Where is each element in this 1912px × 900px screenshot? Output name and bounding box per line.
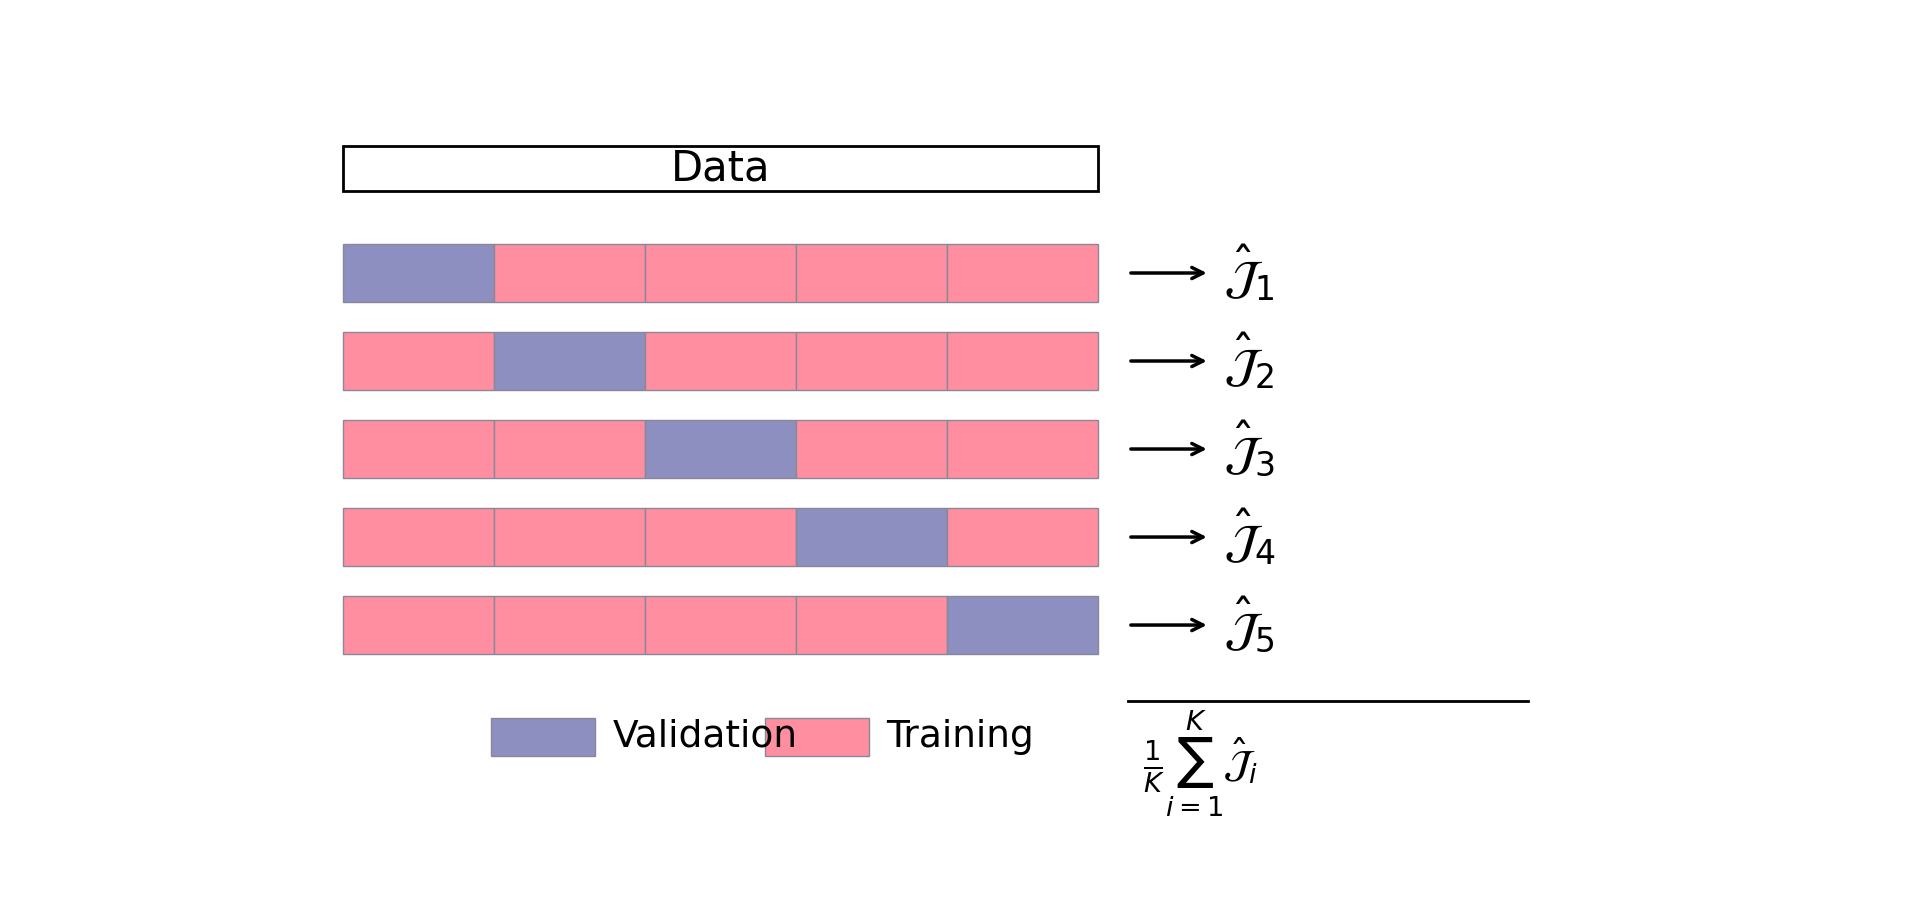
Bar (644, 508, 795, 566)
Bar (795, 419, 946, 479)
Text: Validation: Validation (612, 719, 797, 755)
Bar (946, 596, 1097, 654)
Bar (946, 331, 1097, 391)
Bar (795, 331, 946, 391)
Bar (795, 244, 946, 302)
Bar (342, 508, 493, 566)
Bar (491, 718, 595, 756)
Bar (342, 419, 493, 479)
Bar (493, 244, 644, 302)
Bar (644, 331, 795, 391)
Text: Data: Data (671, 148, 771, 190)
Text: Training: Training (887, 719, 1034, 755)
Bar (493, 331, 644, 391)
Bar (765, 718, 868, 756)
Bar (493, 419, 644, 479)
Text: $\hat{\mathcal{J}}_2$: $\hat{\mathcal{J}}_2$ (1224, 330, 1273, 392)
Bar (644, 244, 795, 302)
Bar (946, 419, 1097, 479)
Bar (946, 244, 1097, 302)
Bar (644, 419, 795, 479)
Bar (795, 508, 946, 566)
Bar (493, 596, 644, 654)
Text: $\hat{\mathcal{J}}_4$: $\hat{\mathcal{J}}_4$ (1224, 507, 1275, 568)
Text: $\hat{\mathcal{J}}_5$: $\hat{\mathcal{J}}_5$ (1224, 595, 1275, 655)
Bar (795, 596, 946, 654)
Bar (946, 508, 1097, 566)
Bar (644, 596, 795, 654)
Bar (493, 508, 644, 566)
Text: $\hat{\mathcal{J}}_1$: $\hat{\mathcal{J}}_1$ (1224, 243, 1275, 303)
Bar (342, 596, 493, 654)
Text: $\frac{1}{K}\sum_{i=1}^{K} \hat{\mathcal{J}}_i$: $\frac{1}{K}\sum_{i=1}^{K} \hat{\mathcal… (1143, 708, 1258, 819)
Text: $\hat{\mathcal{J}}_3$: $\hat{\mathcal{J}}_3$ (1224, 418, 1275, 479)
Bar (342, 244, 493, 302)
Bar (342, 146, 1097, 191)
Bar (342, 331, 493, 391)
